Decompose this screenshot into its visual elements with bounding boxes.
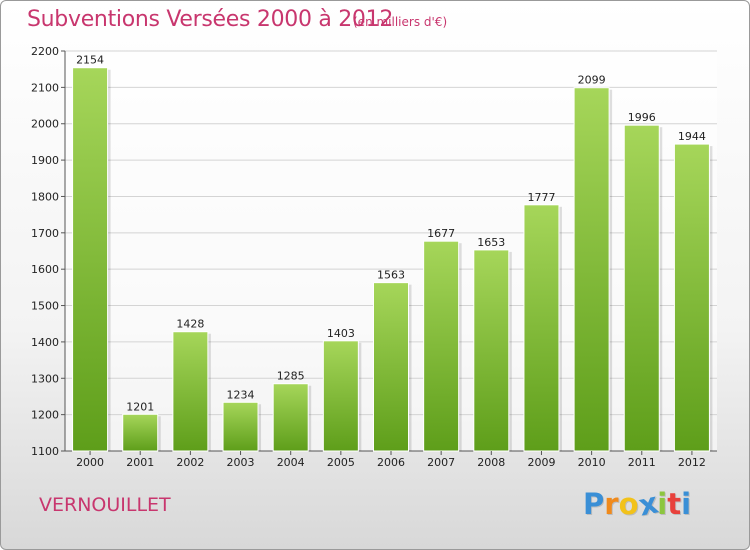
data-label: 2154 xyxy=(76,54,104,67)
x-tick-label: 2004 xyxy=(277,456,305,469)
logo-letter: i xyxy=(681,487,692,521)
bar xyxy=(322,340,359,452)
y-tick-label: 1400 xyxy=(31,336,59,349)
data-label: 1677 xyxy=(427,227,455,240)
bar xyxy=(523,204,560,452)
y-tick-label: 1900 xyxy=(31,154,59,167)
data-label: 1403 xyxy=(327,327,355,340)
data-label: 1777 xyxy=(527,191,555,204)
bar xyxy=(423,240,460,452)
y-tick-label: 1300 xyxy=(31,372,59,385)
commune-name: VERNOUILLET xyxy=(39,494,171,516)
y-tick-label: 2000 xyxy=(31,118,59,131)
logo-letter: t xyxy=(667,487,682,521)
chart-title: Subventions Versées 2000 à 2012 xyxy=(27,7,394,32)
data-label: 1428 xyxy=(176,318,204,331)
y-tick-label: 1500 xyxy=(31,300,59,313)
bar xyxy=(373,282,409,452)
logo-letter: i xyxy=(657,487,668,521)
logo-letter: r xyxy=(604,487,619,521)
y-tick-label: 1800 xyxy=(31,190,59,203)
x-tick-label: 2012 xyxy=(678,456,706,469)
proxiti-logo: Proxiti xyxy=(583,485,692,522)
bar xyxy=(72,67,109,452)
x-tick-label: 2006 xyxy=(377,456,405,469)
x-tick-label: 2001 xyxy=(126,456,154,469)
x-tick-label: 2002 xyxy=(176,456,204,469)
bar xyxy=(573,87,610,452)
bar xyxy=(673,143,710,452)
y-tick-label: 2200 xyxy=(31,45,59,58)
logo-letter: o xyxy=(618,487,639,521)
data-label: 1285 xyxy=(277,370,305,383)
x-tick-label: 2000 xyxy=(76,456,104,469)
data-label: 1653 xyxy=(477,236,505,249)
x-tick-label: 2008 xyxy=(477,456,505,469)
logo-letter: P xyxy=(583,487,605,521)
data-label: 1944 xyxy=(678,130,706,143)
bar xyxy=(623,124,660,452)
y-tick-label: 1700 xyxy=(31,227,59,240)
x-tick-label: 2007 xyxy=(427,456,455,469)
x-tick-label: 2009 xyxy=(527,456,555,469)
bar xyxy=(222,401,259,452)
data-label: 1201 xyxy=(126,400,154,413)
bar xyxy=(122,413,159,452)
data-label: 2099 xyxy=(578,74,606,87)
x-tick-label: 2010 xyxy=(578,456,606,469)
x-tick-label: 2003 xyxy=(227,456,255,469)
x-tick-label: 2011 xyxy=(628,456,656,469)
y-tick-label: 2100 xyxy=(31,81,59,94)
data-label: 1234 xyxy=(227,388,255,401)
y-tick-label: 1100 xyxy=(31,445,59,458)
data-label: 1563 xyxy=(377,269,405,282)
bar xyxy=(172,331,209,452)
data-label: 1996 xyxy=(628,111,656,124)
bar xyxy=(473,249,510,452)
bar xyxy=(272,383,309,452)
chart-subtitle: (en milliers d'€) xyxy=(353,15,448,29)
y-tick-label: 1600 xyxy=(31,263,59,276)
x-tick-label: 2005 xyxy=(327,456,355,469)
y-tick-label: 1200 xyxy=(31,409,59,422)
